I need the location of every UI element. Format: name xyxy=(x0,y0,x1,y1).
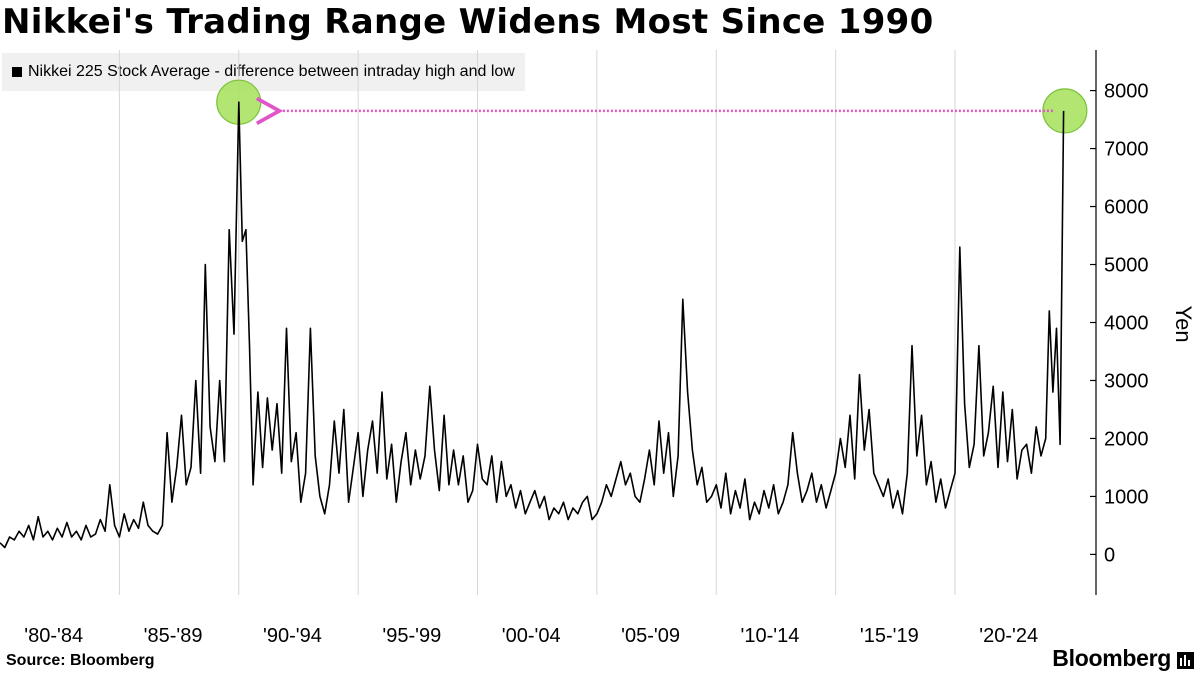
x-tick-label: '15-'19 xyxy=(860,625,919,647)
legend: Nikkei 225 Stock Average - difference be… xyxy=(2,53,525,91)
source-note: Source: Bloomberg xyxy=(6,652,155,669)
x-tick-label: '80-'84 xyxy=(24,625,83,647)
y-tick-label: 4000 xyxy=(1104,313,1149,335)
x-gridlines xyxy=(118,50,956,595)
y-tick-label: 5000 xyxy=(1104,255,1149,277)
y-axis-ticks: 0 1000 2000 3000 4000 5000 6000 7000 8000 xyxy=(1090,81,1149,566)
x-tick-label: '05-'09 xyxy=(621,625,680,647)
legend-label: Nikkei 225 Stock Average - difference be… xyxy=(28,63,515,80)
x-axis-ticks: '80-'84 '85-'89 '90-'94 '95-'99 '00-'04 '05-'… xyxy=(24,625,1038,647)
y-tick-label: 6000 xyxy=(1104,197,1149,219)
y-tick-label: 7000 xyxy=(1104,139,1149,161)
brand-name: Bloomberg xyxy=(1052,645,1171,671)
x-tick-label: '00-'04 xyxy=(502,625,561,647)
series-line-nikkei-range xyxy=(0,101,1065,549)
y-tick-label: 3000 xyxy=(1104,370,1149,392)
legend-swatch xyxy=(12,67,22,77)
x-tick-label: '95-'99 xyxy=(382,625,441,647)
x-tick-label: '20-'24 xyxy=(979,625,1038,647)
chart-title: Nikkei's Trading Range Widens Most Since… xyxy=(2,2,934,42)
y-axis-label: Yen xyxy=(1171,305,1196,342)
y-tick-label: 0 xyxy=(1104,544,1115,566)
x-tick-label: '10-'14 xyxy=(741,625,800,647)
brand-logo: Bloomberg xyxy=(1052,645,1194,672)
highlight-circle xyxy=(1042,88,1088,134)
y-tick-label: 8000 xyxy=(1104,81,1149,103)
y-tick-label: 1000 xyxy=(1104,486,1149,508)
highlight-circles xyxy=(216,79,1088,134)
x-tick-label: '90-'94 xyxy=(263,625,322,647)
bloomberg-terminal-icon xyxy=(1177,652,1194,669)
y-tick-label: 2000 xyxy=(1104,428,1149,450)
x-tick-label: '85-'89 xyxy=(144,625,203,647)
